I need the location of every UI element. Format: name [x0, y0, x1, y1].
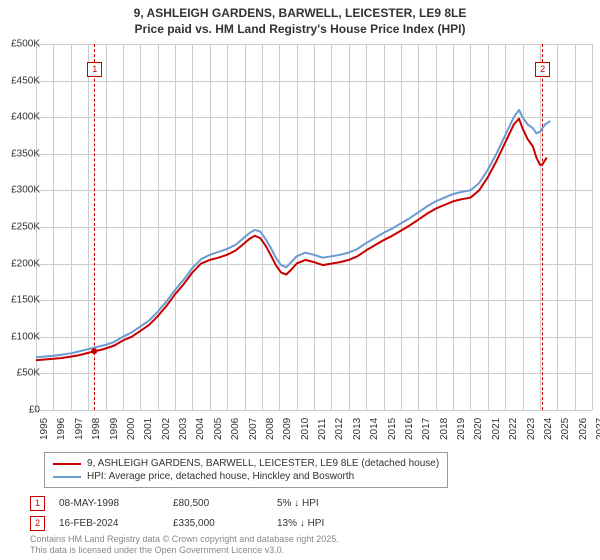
series-hpi — [36, 110, 550, 357]
legend-row: HPI: Average price, detached house, Hinc… — [53, 470, 439, 483]
gridline-h — [36, 410, 592, 411]
x-tick-label: 2019 — [456, 418, 467, 440]
x-tick-label: 2006 — [230, 418, 241, 440]
x-tick-label: 2002 — [161, 418, 172, 440]
y-tick-label: £450K — [0, 75, 40, 86]
x-tick-label: 2014 — [369, 418, 380, 440]
y-tick-label: £0 — [0, 405, 40, 416]
marker-dot — [91, 348, 97, 354]
x-tick-label: 1998 — [91, 418, 102, 440]
annotation-date-2: 16-FEB-2024 — [59, 518, 159, 529]
x-tick-label: 2005 — [213, 418, 224, 440]
annotation-price-2: £335,000 — [173, 518, 263, 529]
y-tick-label: £400K — [0, 112, 40, 123]
x-tick-label: 2023 — [526, 418, 537, 440]
legend-swatch — [53, 476, 81, 478]
y-tick-label: £350K — [0, 148, 40, 159]
series-price_paid — [36, 119, 547, 361]
x-tick-label: 2009 — [282, 418, 293, 440]
y-tick-label: £500K — [0, 39, 40, 50]
x-tick-label: 2024 — [543, 418, 554, 440]
y-tick-label: £150K — [0, 295, 40, 306]
x-tick-label: 2011 — [317, 418, 328, 440]
x-tick-label: 2004 — [195, 418, 206, 440]
annotation-price-1: £80,500 — [173, 498, 263, 509]
annotation-marker-2: 2 — [30, 516, 45, 531]
x-tick-label: 2016 — [404, 418, 415, 440]
annotation-marker-1: 1 — [30, 496, 45, 511]
x-tick-label: 2018 — [439, 418, 450, 440]
series-svg — [36, 44, 592, 410]
annotation-date-1: 08-MAY-1998 — [59, 498, 159, 509]
x-tick-label: 1995 — [39, 418, 50, 440]
x-tick-label: 2003 — [178, 418, 189, 440]
x-tick-label: 2000 — [126, 418, 137, 440]
y-tick-label: £200K — [0, 258, 40, 269]
annotation-delta-2: 13% ↓ HPI — [277, 518, 367, 529]
annotation-row-2: 2 16-FEB-2024 £335,000 13% ↓ HPI — [30, 516, 367, 531]
y-tick-label: £50K — [0, 368, 40, 379]
x-tick-label: 2001 — [143, 418, 154, 440]
legend-label: HPI: Average price, detached house, Hinc… — [87, 471, 354, 482]
x-tick-label: 2007 — [248, 418, 259, 440]
legend: 9, ASHLEIGH GARDENS, BARWELL, LEICESTER,… — [44, 452, 448, 488]
legend-swatch — [53, 463, 81, 465]
chart-container: 9, ASHLEIGH GARDENS, BARWELL, LEICESTER,… — [0, 0, 600, 560]
legend-row: 9, ASHLEIGH GARDENS, BARWELL, LEICESTER,… — [53, 457, 439, 470]
gridline-v — [592, 44, 593, 410]
title-line-2: Price paid vs. HM Land Registry's House … — [4, 22, 596, 38]
x-tick-label: 2020 — [473, 418, 484, 440]
x-tick-label: 1999 — [109, 418, 120, 440]
x-tick-label: 2013 — [352, 418, 363, 440]
annotation-delta-1: 5% ↓ HPI — [277, 498, 367, 509]
x-tick-label: 1996 — [56, 418, 67, 440]
x-tick-label: 1997 — [74, 418, 85, 440]
x-tick-label: 2025 — [560, 418, 571, 440]
annotation-row-1: 1 08-MAY-1998 £80,500 5% ↓ HPI — [30, 496, 367, 511]
x-tick-label: 2012 — [334, 418, 345, 440]
y-tick-label: £100K — [0, 331, 40, 342]
y-tick-label: £250K — [0, 222, 40, 233]
x-tick-label: 2027 — [595, 418, 600, 440]
x-tick-label: 2010 — [300, 418, 311, 440]
title-line-1: 9, ASHLEIGH GARDENS, BARWELL, LEICESTER,… — [4, 6, 596, 22]
x-tick-label: 2015 — [387, 418, 398, 440]
x-tick-label: 2026 — [578, 418, 589, 440]
footer: Contains HM Land Registry data © Crown c… — [30, 534, 339, 556]
x-tick-label: 2017 — [421, 418, 432, 440]
x-tick-label: 2022 — [508, 418, 519, 440]
footer-line-1: Contains HM Land Registry data © Crown c… — [30, 534, 339, 545]
x-tick-label: 2008 — [265, 418, 276, 440]
y-tick-label: £300K — [0, 185, 40, 196]
legend-label: 9, ASHLEIGH GARDENS, BARWELL, LEICESTER,… — [87, 458, 439, 469]
x-tick-label: 2021 — [491, 418, 502, 440]
chart-title: 9, ASHLEIGH GARDENS, BARWELL, LEICESTER,… — [0, 0, 600, 39]
footer-line-2: This data is licensed under the Open Gov… — [30, 545, 339, 556]
